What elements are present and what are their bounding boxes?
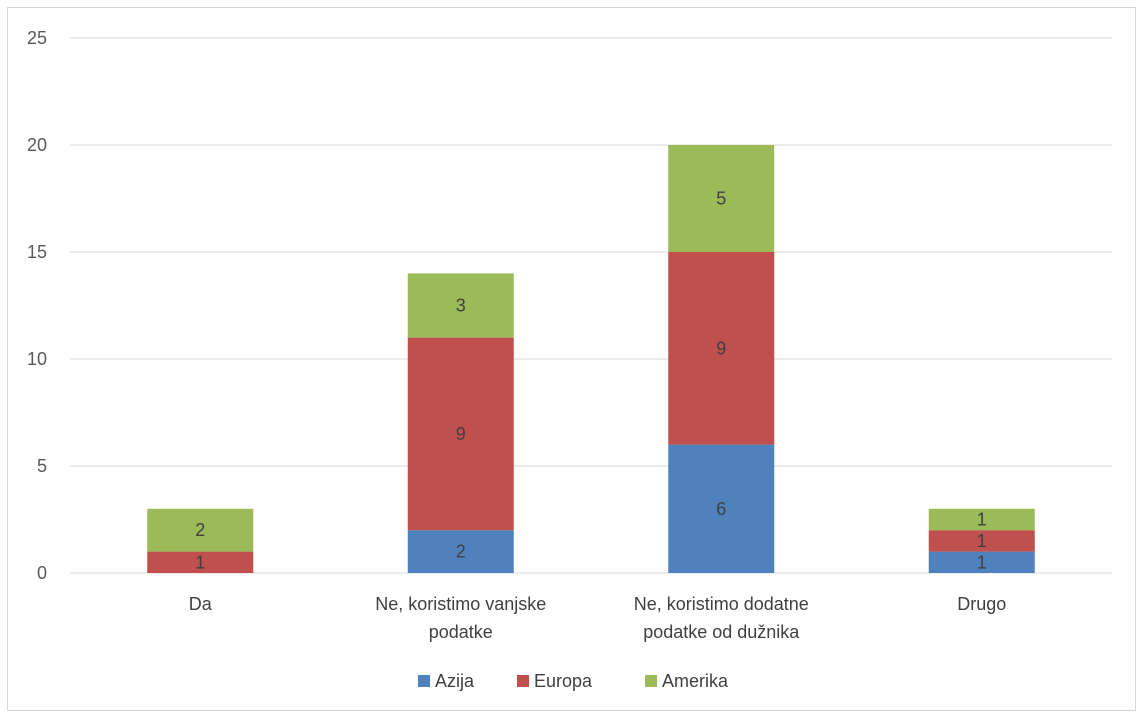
bar-segment-europa xyxy=(407,337,514,531)
data-label: 9 xyxy=(456,424,466,444)
data-label: 1 xyxy=(977,531,987,551)
data-label: 3 xyxy=(456,296,466,316)
legend-swatch-azija xyxy=(418,675,430,687)
legend-swatch-amerika xyxy=(645,675,657,687)
bar-segment-europa xyxy=(147,551,254,573)
data-label: 5 xyxy=(716,189,726,209)
data-label: 6 xyxy=(716,499,726,519)
y-tick-label: 0 xyxy=(37,563,47,583)
y-tick-label: 5 xyxy=(37,456,47,476)
data-label: 1 xyxy=(977,510,987,530)
bar-segment-europa xyxy=(668,252,775,445)
x-category-label: podatke xyxy=(429,622,493,642)
legend-swatch-europa xyxy=(517,675,529,687)
y-tick-label: 25 xyxy=(27,28,47,48)
bar-segment-azija xyxy=(668,444,775,573)
bar-segment-azija xyxy=(928,551,1035,573)
data-label: 2 xyxy=(456,542,466,562)
data-label: 2 xyxy=(195,520,205,540)
bar-segment-amerika xyxy=(407,273,514,338)
x-category-label: Drugo xyxy=(957,594,1006,614)
x-category-label: Da xyxy=(189,594,213,614)
bar-segment-amerika xyxy=(147,508,254,552)
y-tick-label: 10 xyxy=(27,349,47,369)
bar-segment-azija xyxy=(407,530,514,573)
y-tick-label: 15 xyxy=(27,242,47,262)
legend-label: Azija xyxy=(435,671,475,691)
legend-label: Amerika xyxy=(662,671,729,691)
data-label: 1 xyxy=(195,552,205,572)
x-category-label: Ne, koristimo dodatne xyxy=(634,594,809,614)
y-tick-label: 20 xyxy=(27,135,47,155)
bar-segment-amerika xyxy=(928,508,1035,531)
bar-segment-europa xyxy=(928,530,1035,552)
legend-label: Europa xyxy=(534,671,593,691)
data-label: 1 xyxy=(977,552,987,572)
bar-segment-amerika xyxy=(668,145,775,252)
data-label: 9 xyxy=(716,338,726,358)
x-category-label: podatke od dužnika xyxy=(643,622,800,642)
x-category-label: Ne, koristimo vanjske xyxy=(375,594,546,614)
